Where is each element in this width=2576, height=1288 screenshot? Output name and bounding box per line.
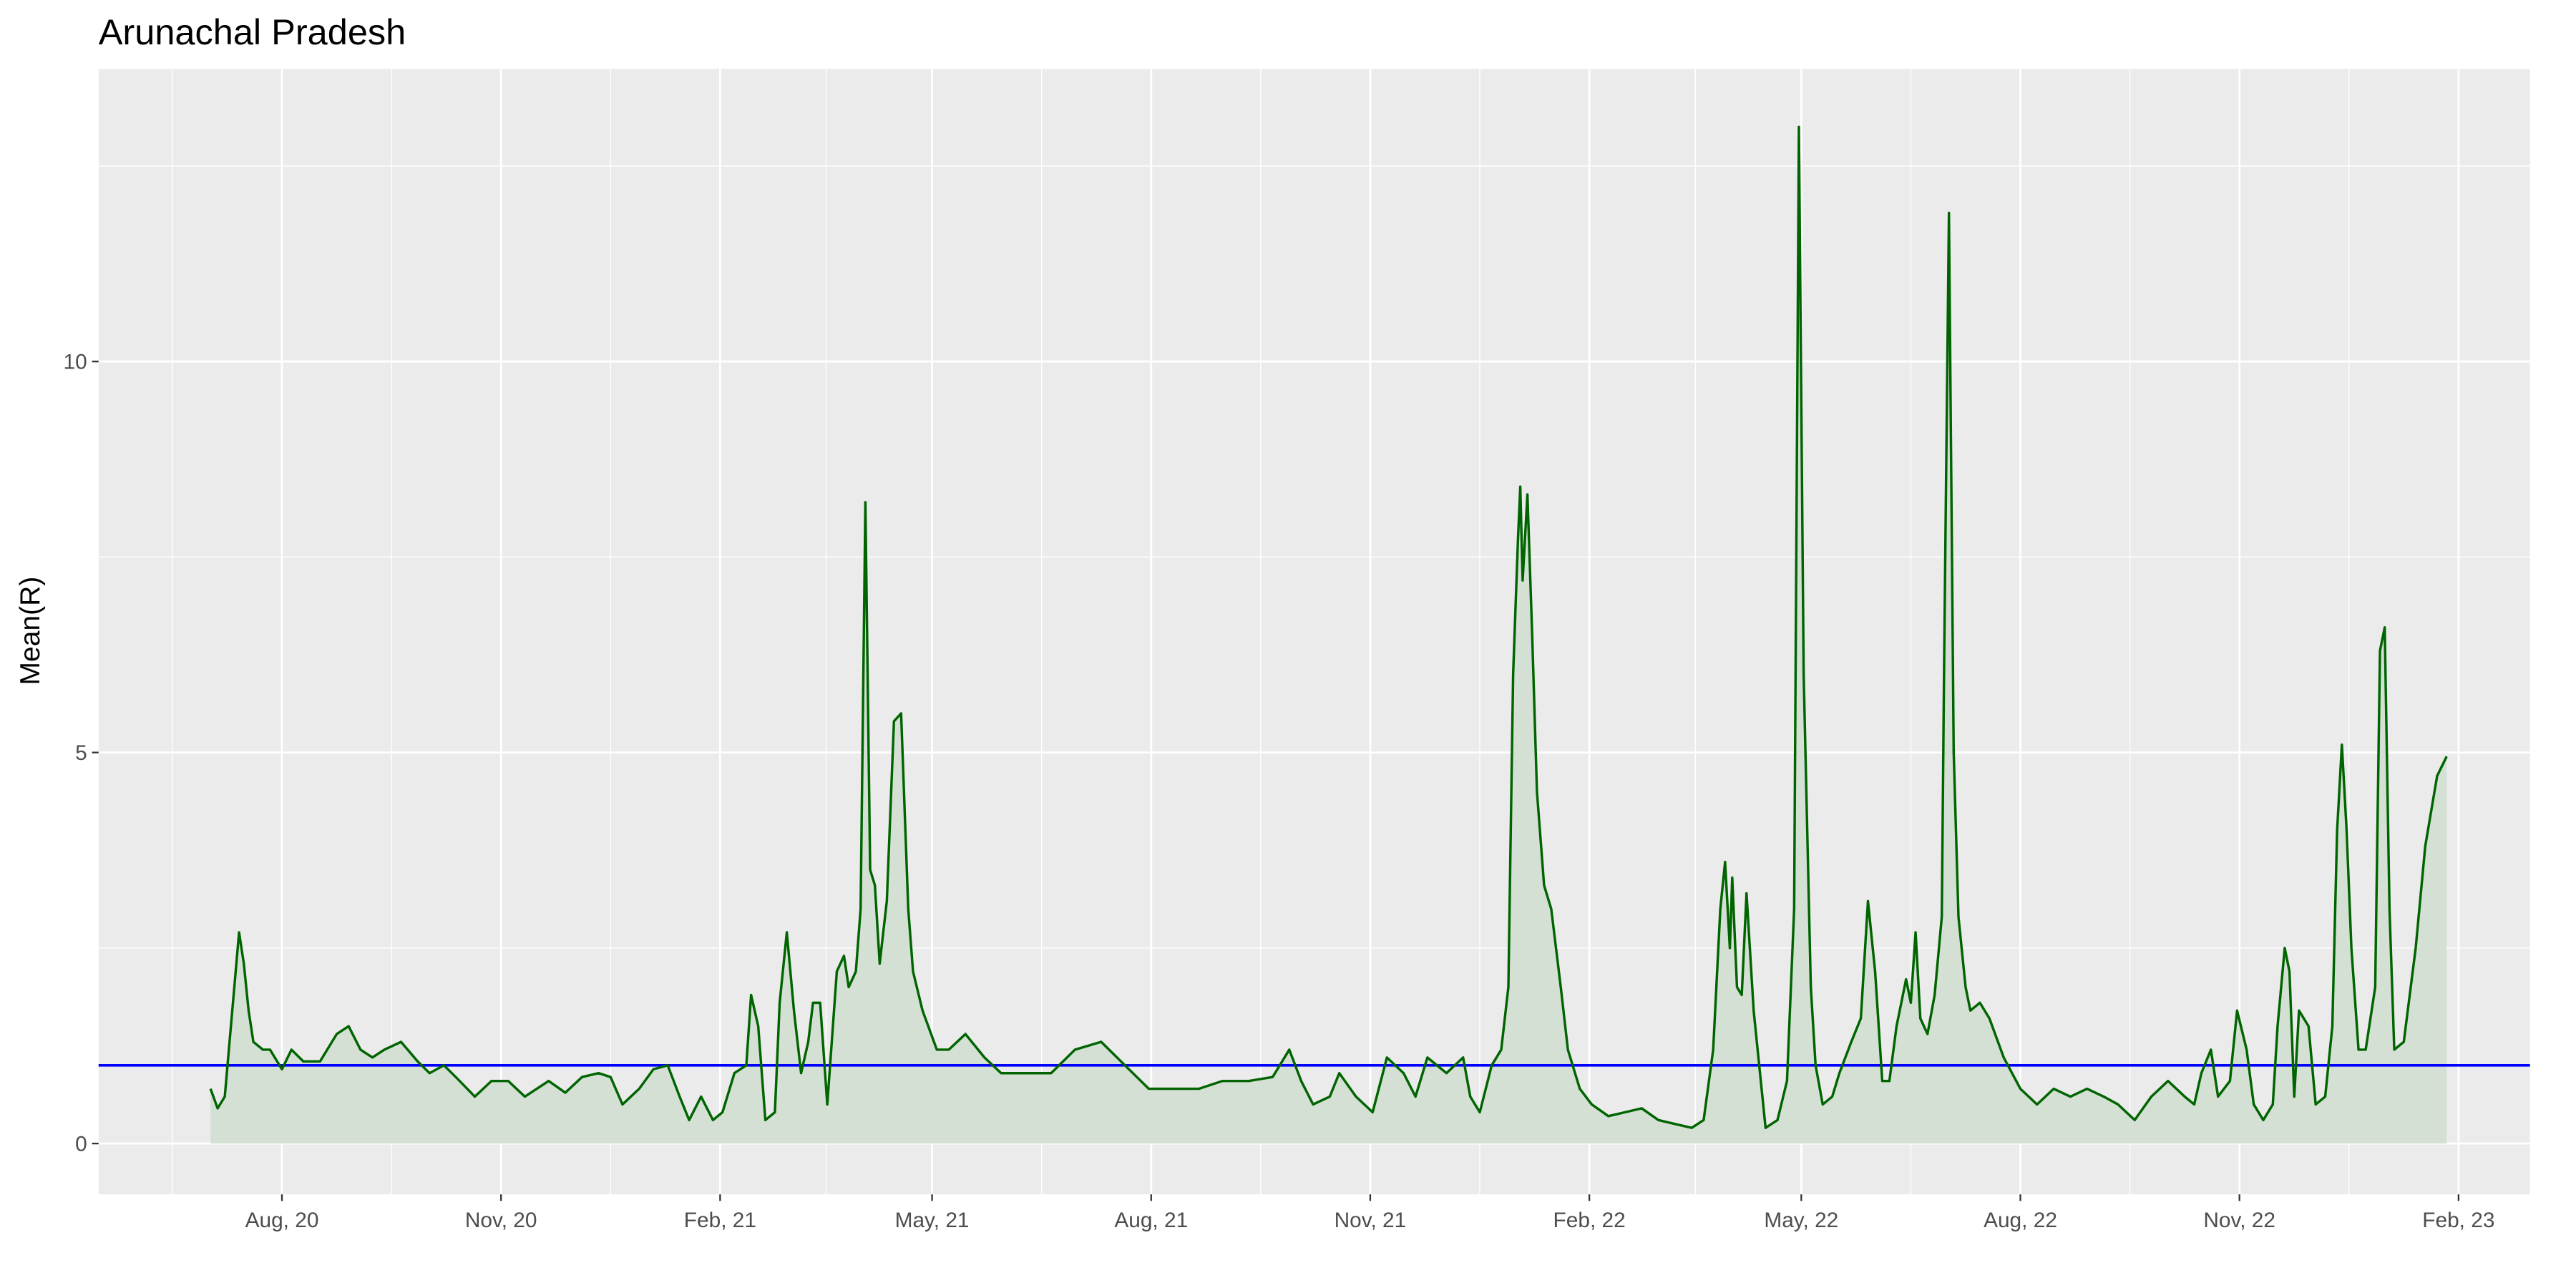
axes: Aug, 20 Nov, 20 Feb, 21 May, 21 Aug, 21 Nov, … [63,351,2494,1233]
x-tick-label: Feb, 22 [1553,1209,1626,1232]
panel [98,69,2530,1195]
x-tick-label: Feb, 21 [684,1209,756,1232]
y-tick-label: 5 [75,741,87,765]
y-tick-label: 10 [63,351,87,374]
x-tick-label: May, 22 [1764,1209,1838,1232]
x-tick-label: May, 21 [895,1209,970,1232]
x-tick-label: Feb, 23 [2422,1209,2494,1232]
chart-title: Arunachal Pradesh [99,11,406,52]
x-tick-label: Aug, 20 [245,1209,319,1232]
x-tick-label: Nov, 21 [1335,1209,1407,1232]
x-tick-label: Nov, 22 [2203,1209,2275,1232]
x-tick-label: Aug, 21 [1114,1209,1188,1232]
y-axis-title: Mean(R) [15,577,46,686]
x-tick-label: Nov, 20 [465,1209,537,1232]
marks [98,125,2530,1144]
line [209,125,2448,1129]
y-tick-label: 0 [75,1132,87,1156]
x-tick-label: Aug, 22 [1984,1209,2057,1232]
grid [98,69,2530,1195]
